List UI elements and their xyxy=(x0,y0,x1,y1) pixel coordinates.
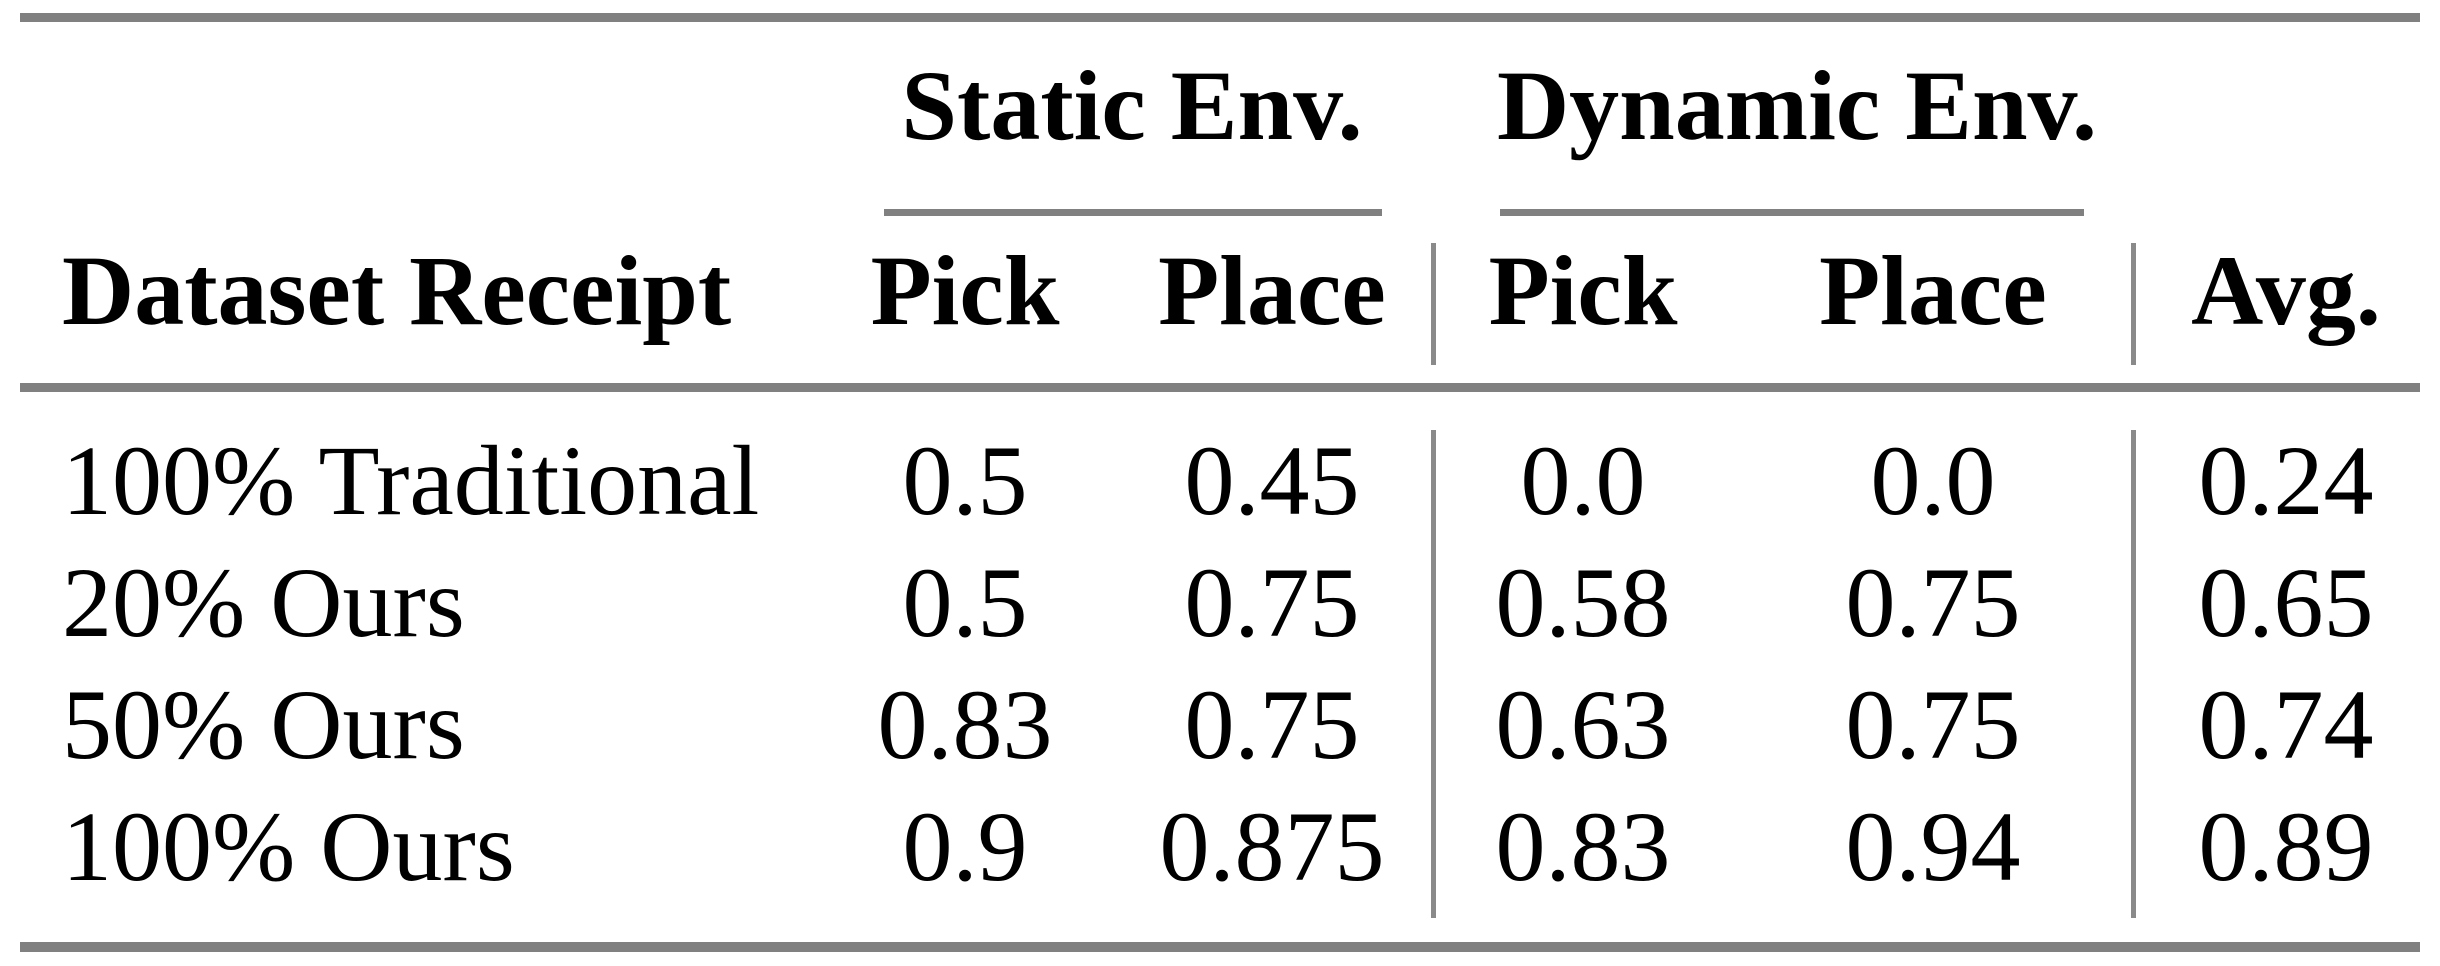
cell-dynamic-place: 0.75 xyxy=(1845,669,2021,780)
cell-dynamic-place: 0.94 xyxy=(1845,791,2021,902)
column-header-static-place: Place xyxy=(1158,235,1386,346)
top-rule xyxy=(20,13,2420,22)
cell-static-place: 0.875 xyxy=(1159,791,1385,902)
vertical-rule-1-lower xyxy=(1431,430,1436,918)
group-header-dynamic-env: Dynamic Env. xyxy=(1496,50,2098,161)
cell-static-pick: 0.5 xyxy=(902,547,1028,658)
cell-dynamic-pick: 0.58 xyxy=(1495,547,1671,658)
vertical-rule-2-upper xyxy=(2131,243,2136,365)
row-label: 50% Ours xyxy=(62,669,465,780)
row-label: 100% Ours xyxy=(62,791,515,902)
cell-static-pick: 0.83 xyxy=(877,669,1053,780)
column-header-dynamic-place: Place xyxy=(1819,235,2047,346)
column-header-dynamic-pick: Pick xyxy=(1488,235,1678,346)
cell-static-pick: 0.9 xyxy=(902,791,1028,902)
column-header-row: Dataset Receipt Pick Place Pick Place Av… xyxy=(0,222,2440,360)
column-header-static-pick: Pick xyxy=(870,235,1060,346)
column-header-avg: Avg. xyxy=(2191,235,2381,346)
cmidrule-static-env xyxy=(884,209,1382,216)
table-row: 100% Traditional 0.5 0.45 0.0 0.0 0.24 xyxy=(0,420,2440,542)
cell-static-place: 0.75 xyxy=(1184,669,1360,780)
cell-dynamic-place: 0.75 xyxy=(1845,547,2021,658)
bottom-rule xyxy=(20,942,2420,952)
cell-avg: 0.74 xyxy=(2198,669,2374,780)
group-header-static-env: Static Env. xyxy=(901,50,1363,161)
cell-dynamic-place: 0.0 xyxy=(1870,425,1996,536)
column-header-dataset-receipt: Dataset Receipt xyxy=(62,235,732,346)
cell-dynamic-pick: 0.83 xyxy=(1495,791,1671,902)
vertical-rule-1-upper xyxy=(1431,243,1436,365)
cell-static-place: 0.45 xyxy=(1184,425,1360,536)
vertical-rule-2-lower xyxy=(2131,430,2136,918)
group-header-row: Static Env. Dynamic Env. xyxy=(0,36,2440,176)
row-label: 20% Ours xyxy=(62,547,465,658)
cmidrule-dynamic-env xyxy=(1500,209,2084,216)
table-row: 20% Ours 0.5 0.75 0.58 0.75 0.65 xyxy=(0,542,2440,664)
cell-avg: 0.89 xyxy=(2198,791,2374,902)
header-rule xyxy=(20,383,2420,392)
table-row: 50% Ours 0.83 0.75 0.63 0.75 0.74 xyxy=(0,664,2440,786)
cell-static-place: 0.75 xyxy=(1184,547,1360,658)
row-label: 100% Traditional xyxy=(62,425,760,536)
cell-avg: 0.65 xyxy=(2198,547,2374,658)
cell-dynamic-pick: 0.63 xyxy=(1495,669,1671,780)
cell-avg: 0.24 xyxy=(2198,425,2374,536)
cell-static-pick: 0.5 xyxy=(902,425,1028,536)
cell-dynamic-pick: 0.0 xyxy=(1520,425,1646,536)
table-row: 100% Ours 0.9 0.875 0.83 0.94 0.89 xyxy=(0,786,2440,908)
